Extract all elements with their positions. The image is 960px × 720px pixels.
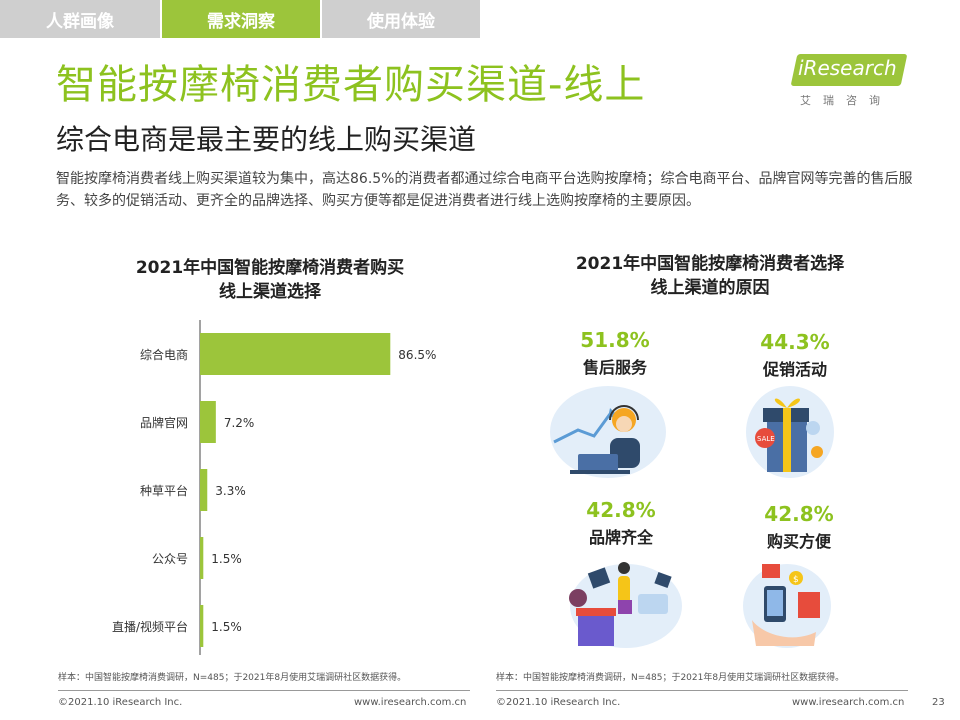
right-footer-divider (496, 690, 908, 691)
category-label: 综合电商 (140, 347, 188, 362)
reason-brand-variety: 42.8% 品牌齐全 (566, 498, 676, 548)
iresearch-logo: iResearch 艾瑞咨询 (790, 50, 920, 110)
page-title: 智能按摩椅消费者购买渠道-线上 (56, 62, 646, 108)
left-footer-divider (58, 690, 470, 691)
left-chart-title: 2021年中国智能按摩椅消费者购买 线上渠道选择 (100, 256, 440, 304)
svg-text:$: $ (793, 575, 799, 585)
reason-label: 购买方便 (766, 532, 831, 551)
reason-after-sales: 51.8% 售后服务 (560, 328, 670, 378)
reason-pct: 51.8% (580, 328, 650, 352)
left-chart-title-line2: 线上渠道选择 (219, 282, 321, 302)
page-subtitle: 综合电商是最主要的线上购买渠道 (56, 123, 477, 156)
page-description: 智能按摩椅消费者线上购买渠道较为集中，高达86.5%的消费者都通过综合电商平台选… (56, 171, 913, 209)
right-chart-title-line2: 线上渠道的原因 (650, 278, 770, 298)
left-sample-note: 样本：中国智能按摩椅消费调研，N=485；于2021年8月使用艾瑞调研社区数据获… (58, 673, 407, 683)
right-website-link[interactable]: www.iresearch.com.cn (792, 697, 905, 708)
right-copyright: ©2021.10 iResearch Inc. (496, 697, 621, 708)
reason-label: 售后服务 (582, 358, 647, 377)
gift-sale-icon: SALE (746, 386, 834, 478)
right-sample-note: 样本：中国智能按摩椅消费调研，N=485；于2021年8月使用艾瑞调研社区数据获… (496, 673, 845, 683)
bar (200, 401, 216, 443)
bar (200, 537, 204, 579)
category-label: 种草平台 (140, 483, 188, 498)
reason-pct: 42.8% (586, 498, 656, 522)
data-label: 86.5% (398, 348, 436, 362)
tab-people-portrait[interactable]: 人群画像 (0, 0, 160, 38)
customer-service-icon (550, 386, 666, 478)
data-label: 7.2% (224, 416, 255, 430)
category-label: 公众号 (152, 552, 188, 566)
section-tabs: 人群画像 需求洞察 使用体验 (0, 0, 480, 38)
bar (200, 605, 204, 647)
reason-convenience: 42.8% 购买方便 (744, 502, 854, 552)
category-label: 品牌官网 (140, 415, 188, 430)
bar (200, 333, 391, 375)
shopping-variety-icon (569, 562, 682, 648)
right-chart-title-line1: 2021年中国智能按摩椅消费者选择 (575, 254, 845, 274)
reason-pct: 42.8% (764, 502, 834, 526)
left-chart-title-line1: 2021年中国智能按摩椅消费者购买 (135, 258, 405, 278)
data-label: 1.5% (211, 620, 242, 634)
mobile-shopping-icon: $ (743, 564, 831, 648)
channel-bar-chart: 综合电商 86.5% 品牌官网 7.2% 种草平台 3.3% 公众号 1.5% 直播/视频平台 1… (112, 320, 436, 655)
reason-label: 促销活动 (762, 360, 827, 379)
page-number: 23 (932, 697, 945, 708)
category-label: 直播/视频平台 (112, 619, 188, 634)
data-label: 3.3% (215, 484, 246, 498)
reason-promotion: 44.3% 促销活动 (740, 330, 850, 380)
bar (200, 469, 208, 511)
right-chart-title: 2021年中国智能按摩椅消费者选择 线上渠道的原因 (540, 252, 880, 300)
left-copyright: ©2021.10 iResearch Inc. (58, 697, 183, 708)
tab-user-experience[interactable]: 使用体验 (320, 0, 480, 38)
left-website-link[interactable]: www.iresearch.com.cn (354, 697, 467, 708)
logo-subtext: 艾瑞咨询 (800, 94, 892, 107)
reason-label: 品牌齐全 (588, 528, 653, 547)
reason-pct: 44.3% (760, 330, 830, 354)
svg-text:SALE: SALE (757, 435, 775, 443)
tab-demand-insight[interactable]: 需求洞察 (160, 0, 320, 38)
logo-text: iResearch (798, 56, 897, 80)
data-label: 1.5% (211, 552, 242, 566)
